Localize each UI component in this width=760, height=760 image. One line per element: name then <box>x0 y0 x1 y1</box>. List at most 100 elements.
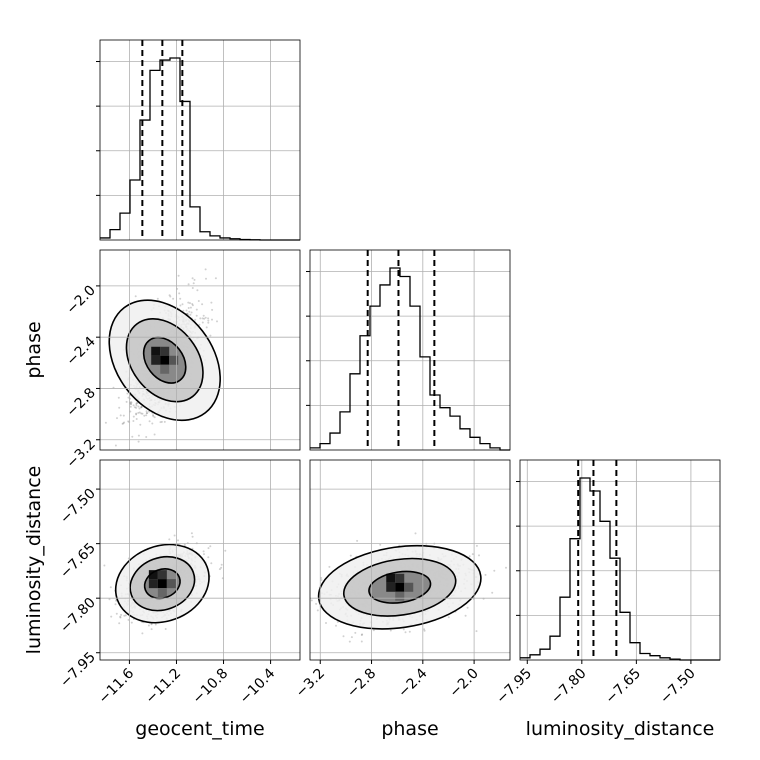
scatter-point <box>203 553 205 556</box>
scatter-point <box>122 414 125 417</box>
scatter-point <box>143 414 146 417</box>
scatter-point <box>139 423 142 426</box>
scatter-point <box>152 414 154 417</box>
scatter-point <box>138 411 141 414</box>
scatter-point <box>187 307 190 309</box>
x-tick-label-luminosity_distance: −7.65 <box>603 666 645 708</box>
density-block <box>151 346 161 356</box>
scatter-point <box>389 629 392 632</box>
contour-line-1 <box>129 555 196 612</box>
scatter-point <box>131 435 134 438</box>
scatter-point <box>114 444 117 447</box>
scatter-point <box>414 532 417 535</box>
scatter-point <box>141 412 144 415</box>
scatter-point <box>129 405 132 408</box>
scatter-point <box>140 412 143 415</box>
scatter-point <box>328 565 331 568</box>
scatter-point <box>207 319 210 322</box>
y-tick-label-phase: −2.4 <box>63 334 98 369</box>
scatter-point <box>360 634 363 636</box>
scatter-point <box>164 628 167 630</box>
x-label-geocent_time: geocent_time <box>135 718 264 740</box>
scatter-point <box>148 420 151 423</box>
scatter-point <box>169 295 172 298</box>
scatter-point <box>168 538 171 541</box>
density-block <box>157 588 167 598</box>
scatter-point <box>95 433 97 435</box>
histogram-step-luminosity_distance <box>520 477 720 661</box>
grid-lines <box>310 250 510 450</box>
scatter-point <box>464 614 467 617</box>
scatter-point <box>468 555 471 558</box>
scatter-point <box>121 422 124 425</box>
scatter-point <box>145 436 148 438</box>
scatter-point <box>132 415 135 418</box>
density-block <box>395 582 405 592</box>
scatter-point <box>320 577 323 579</box>
y-label-phase: phase <box>23 321 45 378</box>
scatter-point <box>147 624 150 627</box>
scatter-point <box>204 316 207 319</box>
grid-lines <box>100 40 300 240</box>
scatter-point <box>110 615 113 618</box>
contour-line-2 <box>143 568 181 600</box>
scatter-point <box>214 277 217 280</box>
scatter-point <box>137 411 140 414</box>
scatter-points <box>103 532 227 635</box>
scatter-point <box>160 420 163 423</box>
density-block <box>166 579 176 589</box>
scatter-point <box>316 609 319 612</box>
grid-lines <box>310 460 510 660</box>
y-tick-label-phase: −3.2 <box>63 436 98 471</box>
scatter-point <box>354 631 357 634</box>
grid-lines <box>100 250 300 450</box>
scatter-point <box>177 274 180 277</box>
scatter-point <box>505 566 507 569</box>
scatter-point <box>198 323 201 326</box>
scatter-point <box>195 314 198 317</box>
scatter-point <box>211 318 213 321</box>
scatter-point <box>224 549 227 552</box>
scatter-point <box>207 556 210 559</box>
scatter-point <box>423 628 426 631</box>
scatter-point <box>117 396 120 399</box>
scatter-point <box>197 300 200 302</box>
y-tick-label-phase: −2.0 <box>63 282 98 317</box>
x-tick-label-geocent_time: −11.6 <box>96 665 138 707</box>
scatter-point <box>104 421 107 424</box>
scatter-point <box>189 302 191 305</box>
scatter-point <box>447 616 450 619</box>
scatter-point <box>466 606 469 609</box>
scatter-point <box>207 321 210 324</box>
scatter-point <box>475 630 478 633</box>
panel-frame-geocent_time-phase <box>99 249 301 451</box>
scatter-point <box>129 401 132 404</box>
scatter-point <box>108 598 111 601</box>
scatter-point <box>178 292 181 295</box>
scatter-point <box>133 406 136 409</box>
scatter-point <box>310 599 313 602</box>
y-tick-label-luminosity_distance: −7.50 <box>57 486 99 528</box>
scatter-point <box>118 406 121 409</box>
scatter-point <box>163 420 166 423</box>
scatter-point <box>135 418 138 420</box>
scatter-point <box>201 317 204 320</box>
scatter-point <box>423 629 426 632</box>
scatter-point <box>135 402 138 404</box>
grid-lines <box>100 460 300 660</box>
scatter-point <box>315 602 318 605</box>
scatter-point <box>145 412 148 415</box>
density-block <box>160 346 170 356</box>
density-block <box>395 591 405 601</box>
x-tick-label-phase: −2.8 <box>344 666 379 701</box>
scatter-point <box>115 599 118 602</box>
scatter-point <box>154 623 157 626</box>
scatter-point <box>189 306 192 309</box>
scatter-point <box>484 573 487 576</box>
scatter-point <box>188 310 191 313</box>
x-tick-label-geocent_time: −10.8 <box>190 666 232 708</box>
scatter-point <box>140 406 143 409</box>
scatter-point <box>138 407 141 410</box>
scatter-point <box>179 297 182 300</box>
